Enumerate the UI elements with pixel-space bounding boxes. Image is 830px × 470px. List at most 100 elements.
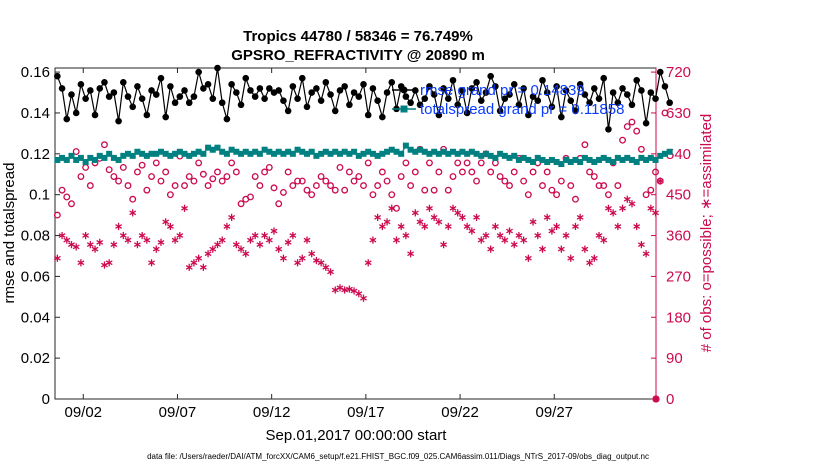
rmse-point xyxy=(294,95,301,102)
x-axis-label: Sep.01,2017 00:00:00 start xyxy=(266,427,448,444)
assimilated-point xyxy=(322,263,330,271)
rmse-point xyxy=(619,85,626,92)
asterisk-stroke xyxy=(53,255,61,261)
assimilated-point xyxy=(506,227,513,235)
rmse-point xyxy=(496,107,504,115)
totalspread-point xyxy=(355,152,362,159)
left-y-axis-ticks: 0 0.02 0.04 0.06 0.08 0.1 0.12 0.14 0.16 xyxy=(21,64,60,408)
possible-point xyxy=(251,173,259,180)
assimilated-point xyxy=(501,236,509,244)
possible-point xyxy=(595,182,603,190)
totalspread-point xyxy=(407,146,414,153)
totalspread-point xyxy=(365,148,372,155)
totalspread-point xyxy=(619,156,626,163)
asterisk-stroke xyxy=(473,215,480,220)
possible-point xyxy=(364,159,372,167)
rmse-point xyxy=(590,85,598,92)
totalspread-point xyxy=(139,150,146,157)
assimilated-point xyxy=(454,209,462,217)
rmse-point xyxy=(280,97,287,104)
assimilated-point xyxy=(440,241,448,249)
rmse-point xyxy=(586,99,593,107)
totalspread-point xyxy=(101,154,108,161)
asterisk-stroke xyxy=(529,219,537,225)
asterisk-stroke xyxy=(652,210,659,216)
asterisk-stroke xyxy=(590,255,598,261)
asterisk-stroke xyxy=(157,239,165,245)
totalspread-point xyxy=(393,148,400,155)
totalspread-point xyxy=(110,154,117,161)
rmse-point xyxy=(482,89,490,96)
possible-point xyxy=(402,159,410,167)
asterisk-stroke xyxy=(426,205,433,211)
rmse-point xyxy=(383,89,391,96)
totalspread-point xyxy=(643,156,650,163)
rmse-point xyxy=(336,87,344,94)
totalspread-point xyxy=(275,148,282,155)
asterisk-stroke xyxy=(251,233,259,238)
possible-point xyxy=(214,168,221,176)
rmse-point xyxy=(633,76,640,84)
rmse-point xyxy=(605,125,612,133)
asterisk-stroke xyxy=(553,224,561,229)
possible-point xyxy=(355,173,363,180)
possible-point xyxy=(336,163,344,171)
possible-point xyxy=(619,136,627,144)
possible-point xyxy=(261,168,269,176)
possible-point xyxy=(614,182,622,190)
asterisk-stroke xyxy=(133,242,141,247)
assimilated-point xyxy=(298,254,306,262)
asterisk-stroke xyxy=(421,224,429,229)
assimilated-point xyxy=(294,259,302,267)
asterisk-stroke xyxy=(543,215,551,220)
rmse-point xyxy=(506,91,513,98)
totalspread-point xyxy=(106,150,113,157)
assimilated-point xyxy=(218,236,226,244)
asterisk-stroke xyxy=(204,251,212,257)
right-y-tick-label: 360 xyxy=(666,228,691,245)
possible-point xyxy=(397,173,405,180)
asterisk-stroke xyxy=(506,228,513,234)
assimilated-point xyxy=(166,222,174,231)
totalspread-point xyxy=(530,158,537,165)
assimilated-point xyxy=(360,294,367,302)
totalspread-point xyxy=(120,152,127,159)
asterisk-stroke xyxy=(77,260,85,266)
possible-point xyxy=(68,200,75,208)
rmse-point xyxy=(54,72,61,80)
asterisk-stroke xyxy=(360,295,367,301)
possible-point xyxy=(190,177,198,185)
rmse-point xyxy=(543,89,551,96)
assimilated-point xyxy=(105,259,113,267)
possible-point xyxy=(181,182,188,190)
totalspread-point xyxy=(586,156,593,163)
possible-point xyxy=(195,159,203,167)
rmse-point xyxy=(129,103,137,111)
possible-point xyxy=(350,177,358,185)
asterisk-stroke xyxy=(185,264,193,270)
assimilated-point xyxy=(214,241,221,249)
rmse-point xyxy=(407,99,414,107)
asterisk-stroke xyxy=(614,224,622,229)
rmse-point xyxy=(96,85,104,92)
possible-point xyxy=(458,168,466,176)
totalspread-point xyxy=(318,150,325,157)
rmse-point xyxy=(567,97,575,104)
assimilated-point xyxy=(176,231,184,240)
right-y-tick-label: 270 xyxy=(666,268,691,285)
totalspread-point xyxy=(351,148,358,155)
asterisk-stroke xyxy=(562,233,570,238)
possible-point xyxy=(506,182,513,190)
possible-point xyxy=(553,191,561,199)
assimilated-point xyxy=(195,254,203,262)
possible-point xyxy=(331,186,339,194)
assimilated-point xyxy=(586,259,594,267)
rmse-point xyxy=(313,85,320,92)
asterisk-stroke xyxy=(572,224,579,229)
totalspread-point xyxy=(468,148,475,155)
asterisk-stroke xyxy=(637,242,645,247)
rmse-point xyxy=(87,87,94,94)
possible-point xyxy=(487,168,495,176)
possible-point xyxy=(218,177,226,185)
rmse-point xyxy=(204,81,212,88)
